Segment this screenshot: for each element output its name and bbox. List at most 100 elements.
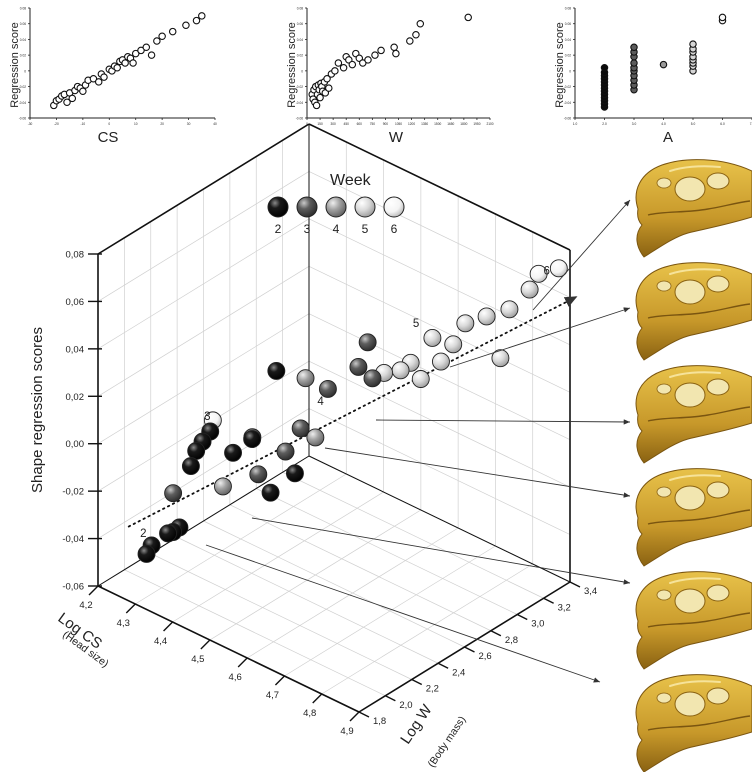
data-point bbox=[416, 19, 425, 28]
y-tick bbox=[437, 662, 449, 669]
skull-nostril bbox=[656, 692, 672, 704]
y-tick-label: 3,4 bbox=[584, 586, 597, 597]
data-point bbox=[464, 13, 472, 22]
data-point-week-5 bbox=[444, 335, 463, 354]
y-tick bbox=[411, 678, 423, 686]
y-tick-label: 0.04 bbox=[565, 38, 571, 42]
x-tick-label: 4.0 bbox=[661, 122, 666, 126]
skull-highlight bbox=[669, 474, 721, 481]
data-point bbox=[79, 87, 87, 96]
skull-outline bbox=[635, 262, 752, 361]
x-tick-label: 4,2 bbox=[79, 600, 92, 611]
data-point bbox=[323, 74, 331, 83]
skull-orbit bbox=[674, 485, 706, 511]
x-tick-label: 1650 bbox=[447, 122, 454, 126]
y-tick bbox=[464, 646, 475, 653]
legend-swatch-week-3 bbox=[296, 196, 318, 218]
x-tick-label: 1200 bbox=[408, 122, 415, 126]
data-point bbox=[316, 93, 324, 102]
data-point bbox=[158, 32, 166, 41]
skull-outline bbox=[635, 571, 752, 670]
y-tick-label: 0.04 bbox=[20, 38, 26, 42]
data-point bbox=[168, 27, 177, 36]
skull-highlight bbox=[669, 268, 721, 275]
data-point bbox=[325, 84, 333, 92]
y-axis-label: Regression score bbox=[286, 22, 298, 108]
legend-label-week-3: 3 bbox=[304, 222, 311, 236]
data-point-week-5 bbox=[432, 352, 450, 371]
y-tick-label: 0.08 bbox=[20, 7, 26, 11]
skull-fenestra bbox=[706, 687, 730, 705]
skull-arrow bbox=[532, 199, 631, 311]
box-edge bbox=[308, 455, 571, 583]
y-tick-label: 0.06 bbox=[297, 22, 303, 26]
legend-swatch-week-4 bbox=[325, 196, 347, 218]
trend-line bbox=[127, 295, 579, 528]
box-edge bbox=[97, 585, 360, 713]
x-tick-label: 1.0 bbox=[573, 122, 578, 126]
z-tick-label: -0,04 bbox=[62, 534, 84, 545]
data-point bbox=[630, 43, 638, 52]
legend-label-week-4: 4 bbox=[333, 222, 340, 236]
data-point-week-3 bbox=[349, 357, 368, 376]
x-tick-label: 6.0 bbox=[720, 122, 725, 126]
data-point-week-3 bbox=[358, 333, 377, 352]
x-tick-label: 4,7 bbox=[266, 690, 279, 701]
x-tick-label: 450 bbox=[344, 122, 350, 126]
data-point-week-5 bbox=[520, 280, 539, 299]
week-label: 3 bbox=[204, 411, 210, 423]
data-point bbox=[100, 73, 108, 81]
data-point bbox=[312, 101, 321, 110]
z-tick-label: 0,08 bbox=[66, 250, 85, 261]
x-tick-label: 20 bbox=[160, 122, 164, 126]
data-point bbox=[131, 49, 140, 58]
data-point-week-5 bbox=[411, 370, 430, 388]
data-point-week-3 bbox=[318, 380, 337, 398]
skull-outline bbox=[635, 468, 752, 567]
skull-fenestra bbox=[706, 584, 730, 602]
grid-line bbox=[124, 569, 386, 697]
skull-fenestra bbox=[706, 378, 730, 396]
skull-jaw-line bbox=[647, 612, 751, 628]
skull-jaw-line bbox=[647, 303, 751, 319]
grid-line bbox=[308, 360, 571, 488]
y-tick-label: -0.06 bbox=[564, 117, 571, 121]
data-point-week-6 bbox=[529, 264, 548, 283]
y-axis-label: Regression score bbox=[554, 22, 566, 108]
z-tick-label: 0,04 bbox=[66, 344, 85, 355]
x-tick bbox=[163, 621, 174, 632]
y-tick bbox=[516, 613, 528, 621]
data-point-week-4 bbox=[214, 477, 232, 496]
data-point bbox=[153, 37, 161, 45]
legend-label-week-6: 6 bbox=[391, 222, 398, 236]
y-tick-label: 0 bbox=[301, 69, 303, 73]
data-point bbox=[689, 40, 697, 48]
y-tick-label: 1,8 bbox=[373, 716, 386, 727]
legend-swatch-week-5 bbox=[354, 196, 376, 218]
grid-line bbox=[308, 171, 571, 298]
x-tick-label: 150 bbox=[317, 122, 323, 126]
skull-orbit bbox=[674, 588, 706, 614]
box-edge bbox=[97, 123, 310, 255]
x-axis-label: CS bbox=[98, 129, 119, 146]
skull-2 bbox=[635, 262, 752, 361]
y-tick bbox=[569, 581, 581, 588]
data-point bbox=[339, 63, 348, 72]
week-label: 4 bbox=[317, 396, 324, 408]
z-axis-label: Shape regression scores bbox=[29, 327, 46, 493]
data-point-week-2 bbox=[187, 441, 206, 460]
x-tick-label: 30 bbox=[187, 122, 191, 126]
y-tick-label: 0.02 bbox=[565, 54, 571, 58]
y-tick-label: 2,8 bbox=[505, 635, 518, 646]
y-tick-label: 3,0 bbox=[531, 619, 544, 630]
data-point bbox=[68, 94, 77, 103]
skull-nostril bbox=[656, 383, 672, 395]
skull-jaw-line bbox=[647, 406, 751, 422]
x-tick-label: 1950 bbox=[473, 122, 480, 126]
data-point bbox=[718, 13, 727, 22]
skull-highlight bbox=[669, 680, 721, 687]
grid-line bbox=[308, 265, 571, 393]
y-tick-label: -0.02 bbox=[564, 85, 571, 89]
skull-nostril bbox=[656, 177, 672, 189]
grid-line bbox=[176, 536, 439, 664]
